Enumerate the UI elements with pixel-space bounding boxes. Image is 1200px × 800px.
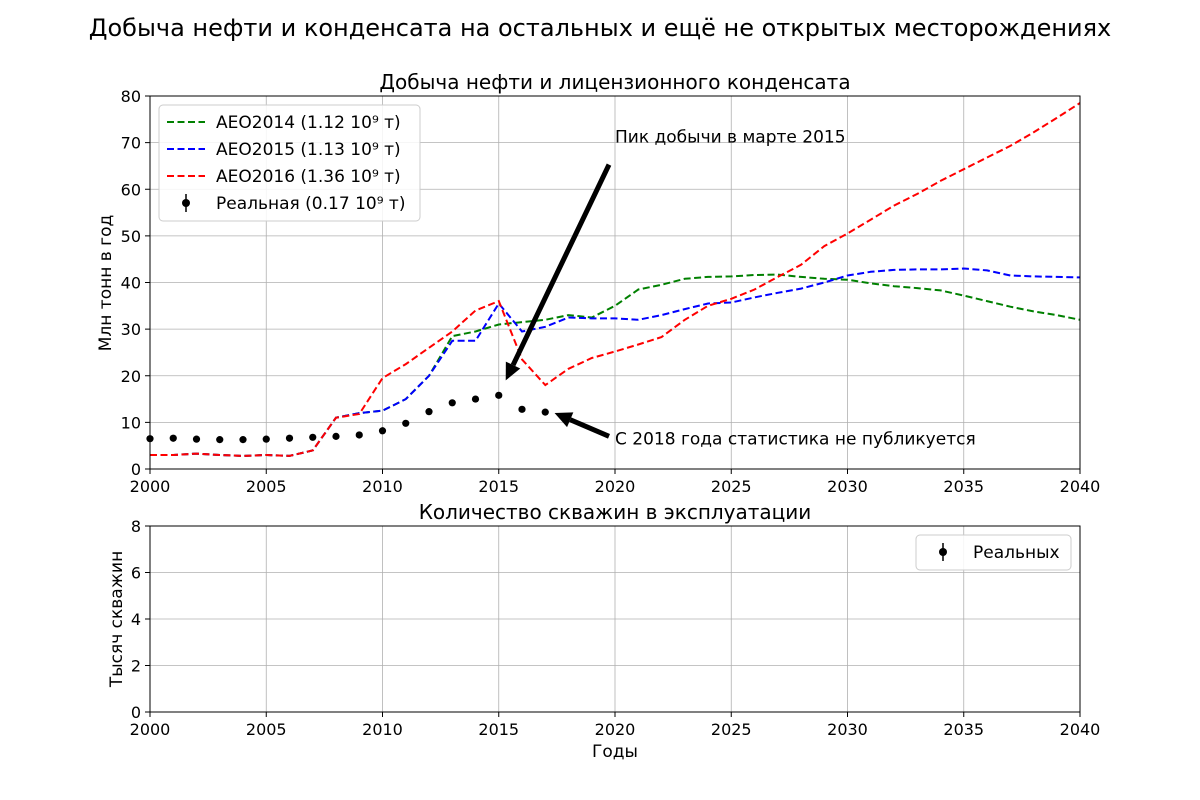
wells-y-tick-label: 8	[131, 517, 141, 536]
production-legend-entry-4-label: Реальная (0.17 10⁹ т)	[216, 194, 405, 214]
production-series-4-point	[402, 419, 410, 427]
wells-legend: Реальных	[915, 534, 1072, 571]
production-x-tick-label: 2020	[595, 477, 636, 496]
wells-y-tick-label: 6	[131, 564, 141, 583]
wells-x-tick-label: 2025	[711, 720, 752, 739]
wells-y-tick-label: 0	[131, 703, 141, 722]
production-legend: AEO2014 (1.12 10⁹ т) AEO2015 (1.13 10⁹ т)…	[158, 104, 421, 222]
production-axis-ticks: 2000 2005 2010 2015 2020 2025 2030 2035 20400102…	[121, 87, 1101, 496]
production-y-tick-label: 10	[121, 413, 141, 432]
wells-y-tick-label: 2	[131, 657, 141, 676]
production-series-4-point	[541, 408, 549, 416]
production-legend-entry-2-label: AEO2015 (1.13 10⁹ т)	[216, 140, 401, 160]
production-x-tick-label: 2005	[246, 477, 287, 496]
production-legend-entry-1-label: AEO2014 (1.12 10⁹ т)	[216, 113, 401, 133]
production-series-1-line	[150, 273, 1081, 457]
production-x-tick-label: 2000	[130, 477, 171, 496]
production-series-4-point	[495, 391, 503, 399]
wells-y-tick-label: 4	[131, 610, 141, 629]
production-annotation-2-text: С 2018 года статистика не публикуется	[615, 429, 976, 449]
production-annotations: Пик добычи в марте 2015 С 2018 года стати…	[505, 128, 976, 449]
production-legend-box	[158, 104, 421, 222]
wells-x-tick-label: 2035	[943, 720, 984, 739]
wells-panel: Количество скважин в эксплуатации 2000 20…	[107, 500, 1100, 762]
production-panel: Добыча нефти и лицензионного конденсата …	[96, 70, 1100, 496]
wells-x-tick-label: 2010	[362, 720, 403, 739]
production-series-2-line	[150, 267, 1081, 457]
wells-x-tick-label: 2030	[827, 720, 868, 739]
production-x-tick-label: 2025	[711, 477, 752, 496]
production-x-tick-label: 2030	[827, 477, 868, 496]
production-series-4-point	[425, 408, 433, 416]
production-annotation-2-arrow-shaft	[569, 417, 610, 439]
production-y-tick-label: 40	[121, 274, 141, 293]
wells-x-tick-label: 2020	[595, 720, 636, 739]
wells-x-axis-label: Годы	[592, 742, 638, 762]
production-y-axis-label: Млн тонн в год	[96, 215, 116, 352]
production-x-tick-label: 2040	[1060, 477, 1101, 496]
production-panel-title: Добыча нефти и лицензионного конденсата	[379, 70, 850, 94]
production-x-tick-label: 2015	[478, 477, 519, 496]
production-series-4-point	[332, 432, 340, 440]
production-series-4-point	[378, 427, 387, 435]
production-y-tick-label: 50	[121, 227, 141, 246]
production-series-3-line	[150, 102, 1081, 457]
production-x-tick-label: 2035	[943, 477, 984, 496]
wells-x-tick-label: 2040	[1060, 720, 1101, 739]
production-y-tick-label: 30	[121, 320, 141, 339]
figure-title: Добыча нефти и конденсата на остальных и…	[89, 14, 1112, 42]
production-series-4-point	[355, 431, 363, 439]
production-series-4-point	[216, 436, 224, 444]
wells-axis-ticks: 2000 2005 2010 2015 2020 2025 2030 2035 2040 0 2 4 6…	[130, 517, 1101, 739]
production-y-tick-label: 80	[121, 87, 141, 106]
production-legend-entry-3-label: AEO2016 (1.36 10⁹ т)	[216, 167, 401, 187]
production-series-4-point	[169, 434, 177, 442]
wells-panel-title: Количество скважин в эксплуатации	[419, 500, 812, 524]
wells-legend-box	[915, 534, 1072, 571]
production-y-tick-label: 70	[121, 134, 141, 153]
production-series	[146, 102, 1081, 457]
wells-legend-entry-1-label: Реальных	[973, 543, 1060, 563]
production-y-tick-label: 20	[121, 367, 141, 386]
wells-x-tick-label: 2000	[130, 720, 171, 739]
wells-x-tick-label: 2015	[478, 720, 519, 739]
production-series-4-point	[518, 405, 526, 413]
wells-legend-entry-1-marker	[939, 548, 947, 556]
production-series-4-point	[192, 435, 201, 443]
wells-x-tick-label: 2005	[246, 720, 287, 739]
production-annotation-2-arrow-head	[554, 412, 574, 428]
production-series-4-point	[285, 434, 294, 442]
production-series-4-point	[471, 395, 480, 403]
production-y-tick-label: 60	[121, 180, 141, 199]
production-annotation-1-arrow-head	[505, 361, 521, 381]
production-legend-entry-4-marker	[182, 199, 190, 207]
wells-y-axis-label: Тысяч скважин	[107, 551, 127, 688]
production-annotation-1-text: Пик добычи в марте 2015	[615, 128, 846, 148]
production-series-4-point	[448, 399, 456, 407]
production-x-tick-label: 2010	[362, 477, 403, 496]
production-series-4-point	[262, 435, 270, 443]
production-series-4-point	[239, 436, 247, 444]
production-y-tick-label: 0	[131, 460, 141, 479]
production-series-4-point	[309, 433, 317, 441]
production-annotation-1-arrow-shaft	[510, 163, 612, 367]
